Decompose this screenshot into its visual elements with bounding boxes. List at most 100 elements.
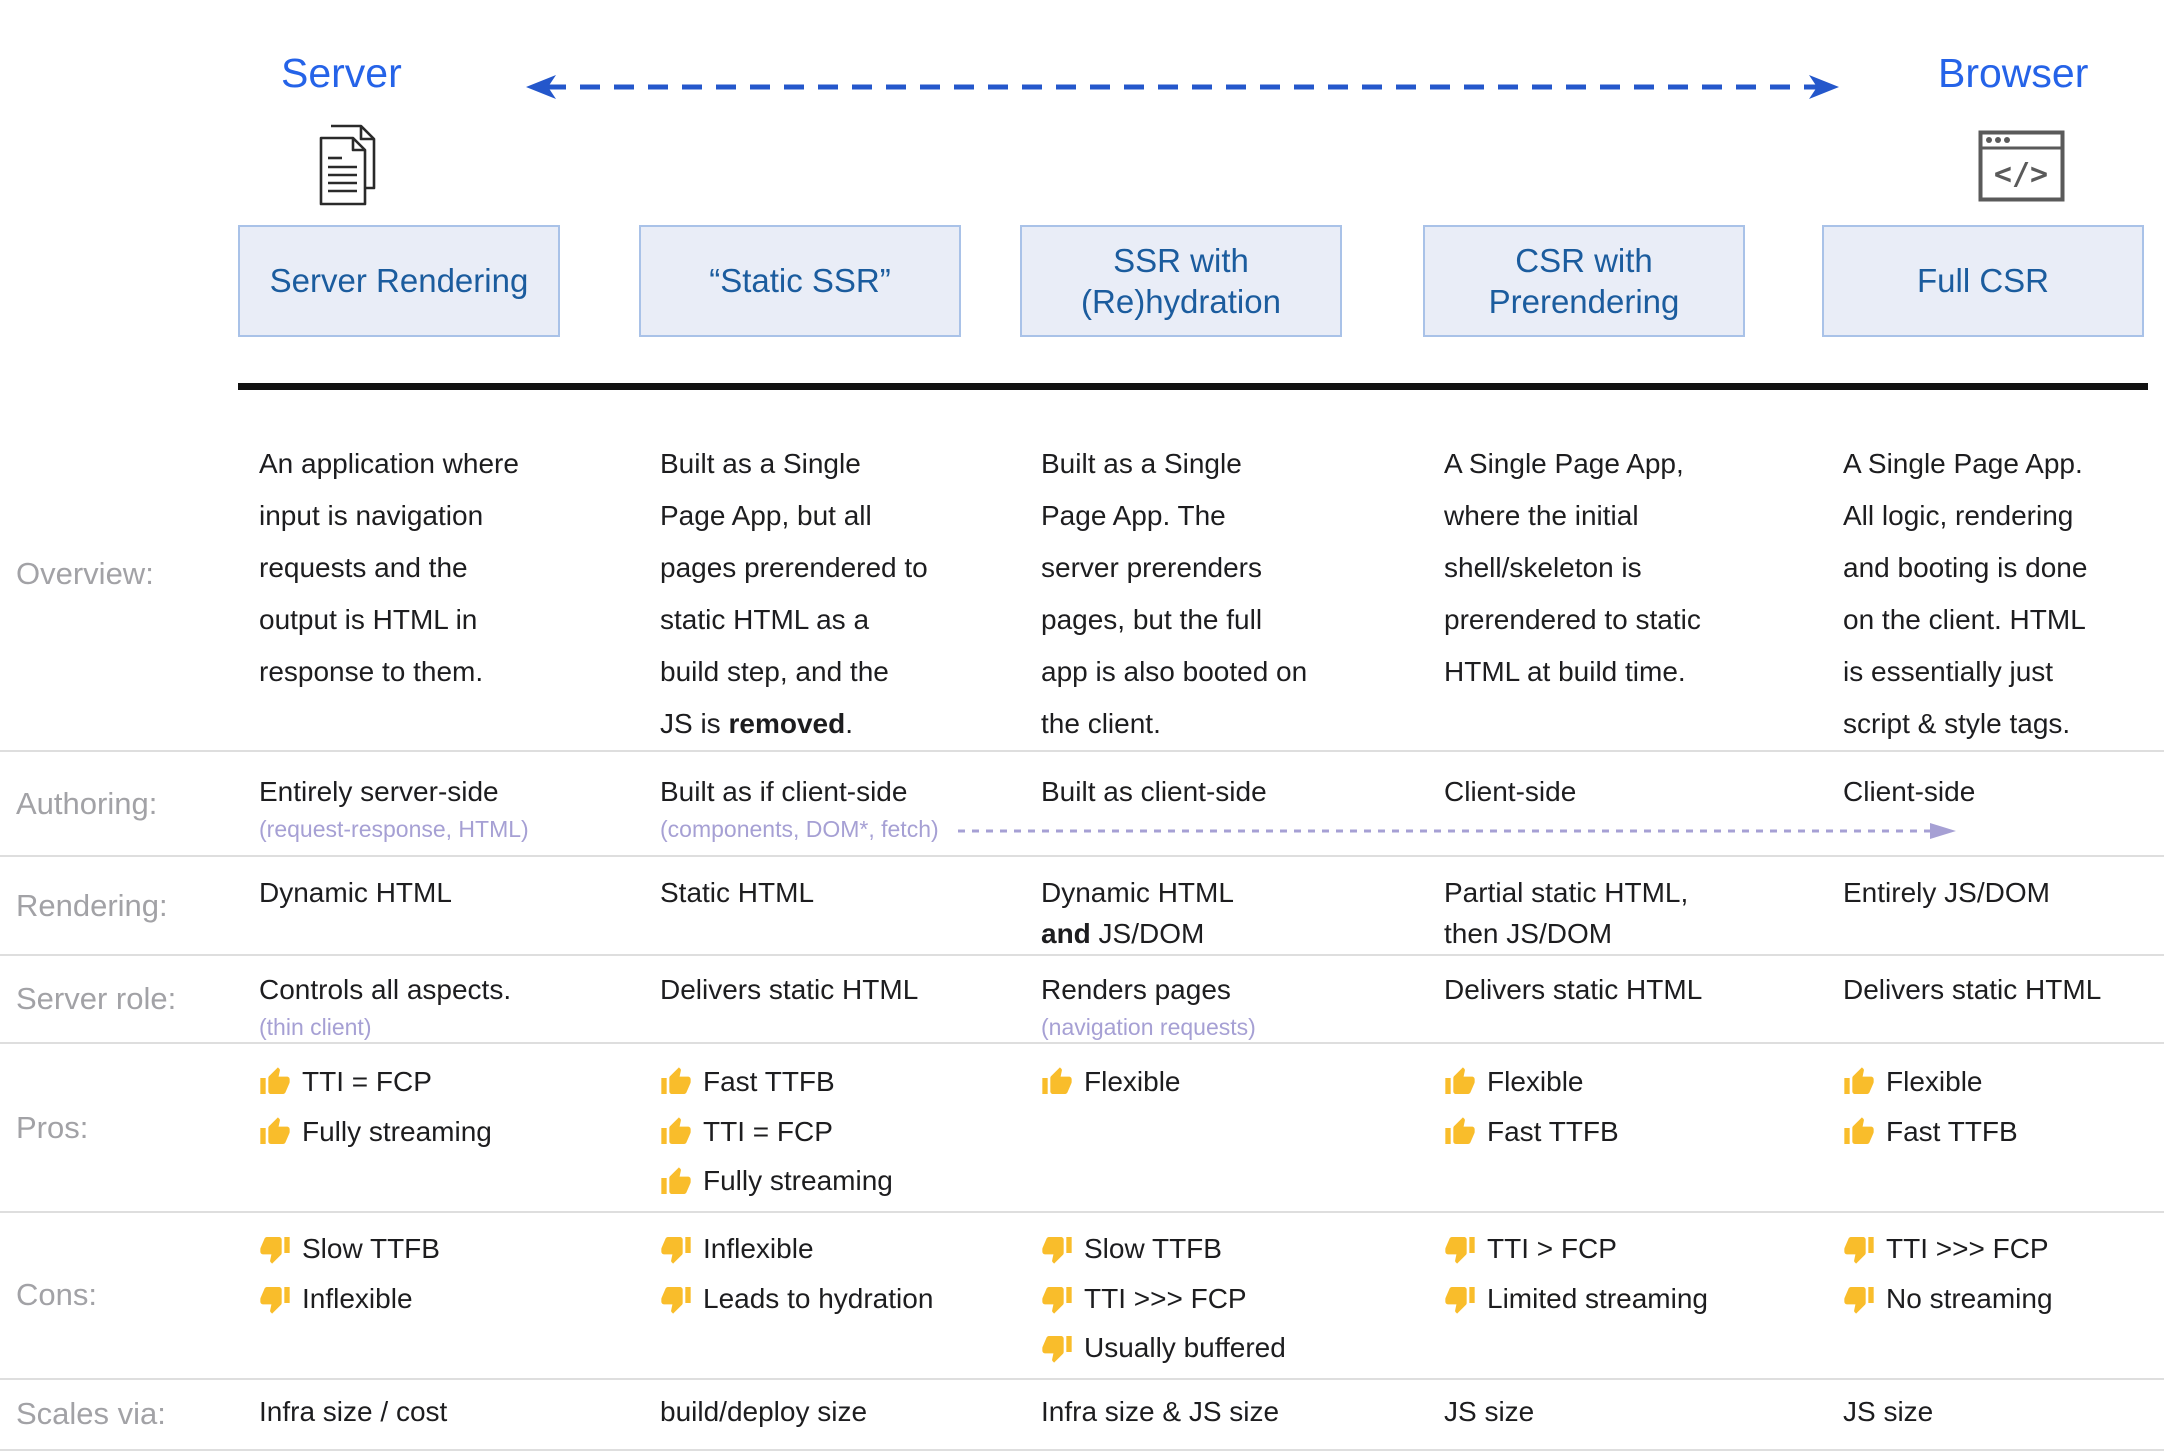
cell-cons-csr-prerendering: TTI > FCP Limited streaming <box>1444 1213 1843 1378</box>
cell-scales-ssr-rehydration: Infra size & JS size <box>1041 1380 1444 1449</box>
thumbs-down-icon <box>1445 1286 1475 1314</box>
header-divider-bar <box>238 383 2148 390</box>
rendering-text: Entirely JS/DOM <box>1843 877 2050 908</box>
server-role-note: (thin client) <box>259 1013 372 1040</box>
cell-scales-full-csr: JS size <box>1843 1380 2164 1449</box>
row-cons: Cons: Slow TTFB Inflexible Inflexible Le… <box>0 1213 2164 1380</box>
row-examples: Examples: Gmail Basic HTML view, Hacker … <box>0 1451 2164 1455</box>
browser-label: Browser <box>1938 50 2089 96</box>
thumbs-down-icon <box>1844 1237 1874 1264</box>
thumbs-down-icon <box>661 1286 691 1314</box>
thumbs-up-icon <box>1042 1067 1072 1095</box>
column-header-label: SSR with (Re)hydration <box>1081 241 1281 320</box>
column-header-label: Server Rendering <box>269 262 529 300</box>
con-text: TTI >>> FCP <box>1886 1232 2049 1264</box>
overview-text-bold: removed <box>728 708 846 739</box>
cell-scales-server-rendering: Infra size / cost <box>259 1380 660 1449</box>
row-authoring: Authoring: Entirely server-side (request… <box>0 752 2164 857</box>
cell-cons-ssr-rehydration: Slow TTFB TTI >>> FCP Usually buffered <box>1041 1213 1444 1378</box>
cell-pros-static-ssr: Fast TTFB TTI = FCP Fully streaming <box>660 1044 1041 1211</box>
cell-pros-ssr-rehydration: Flexible <box>1041 1044 1444 1211</box>
row-scales-via: Scales via: Infra size / cost build/depl… <box>0 1380 2164 1451</box>
documents-icon <box>319 124 376 206</box>
thumbs-up-icon <box>1445 1117 1475 1145</box>
pro-text: TTI = FCP <box>703 1115 833 1147</box>
con-text: Inflexible <box>703 1232 814 1264</box>
scales-text: Infra size & JS size <box>1041 1395 1280 1427</box>
thumbs-down-icon <box>1445 1237 1475 1264</box>
cell-server-role-static-ssr: Delivers static HTML <box>660 956 1041 1042</box>
authoring-text: Built as if client-side <box>660 776 908 807</box>
thumbs-up-icon <box>260 1117 290 1145</box>
pro-text: Fast TTFB <box>1886 1115 2018 1147</box>
overview-text: A Single Page App. All logic, rendering … <box>1843 448 2088 739</box>
row-label-server-role: Server role: <box>16 981 177 1017</box>
pro-item: TTI = FCP <box>259 1062 610 1103</box>
rendering-text-part: Dynamic HTML <box>1041 877 1234 908</box>
thumbs-up-icon <box>661 1167 691 1194</box>
thumbs-down-icon <box>260 1286 290 1314</box>
cell-scales-csr-prerendering: JS size <box>1444 1380 1843 1449</box>
column-header-full-csr: Full CSR <box>1822 225 2144 337</box>
con-item: Inflexible <box>259 1279 610 1320</box>
server-browser-arrow <box>526 75 1839 99</box>
con-text: Usually buffered <box>1084 1332 1286 1364</box>
thumbs-down-icon <box>1844 1286 1874 1314</box>
row-rendering: Rendering: Dynamic HTML Static HTML Dyna… <box>0 857 2164 957</box>
server-role-text: Renders pages <box>1041 974 1231 1006</box>
row-overview: Overview: An application where input is … <box>0 398 2164 752</box>
column-header-label: “Static SSR” <box>709 262 891 300</box>
cell-examples-server-rendering: Gmail Basic HTML view, Hacker News <box>259 1451 660 1455</box>
cell-authoring-csr-prerendering: Client-side <box>1444 752 1843 855</box>
con-text: Slow TTFB <box>1084 1232 1222 1264</box>
cell-overview-full-csr: A Single Page App. All logic, rendering … <box>1843 398 2164 750</box>
con-item: Leads to hydration <box>660 1279 991 1320</box>
cell-rendering-server-rendering: Dynamic HTML <box>259 857 660 954</box>
cell-overview-ssr-rehydration: Built as a Single Page App. The server p… <box>1041 398 1444 750</box>
cell-cons-static-ssr: Inflexible Leads to hydration <box>660 1213 1041 1378</box>
authoring-text: Client-side <box>1843 776 1976 807</box>
column-header-label: Full CSR <box>1916 262 2050 300</box>
scales-text: build/deploy size <box>660 1395 868 1427</box>
thumbs-up-icon <box>1445 1067 1475 1095</box>
thumbs-up-icon <box>1844 1117 1874 1145</box>
authoring-text: Client-side <box>1444 776 1577 807</box>
con-item: Usually buffered <box>1041 1328 1394 1369</box>
cell-scales-static-ssr: build/deploy size <box>660 1380 1041 1449</box>
cell-overview-csr-prerendering: A Single Page App, where the initial she… <box>1444 398 1843 750</box>
con-text: Leads to hydration <box>703 1282 934 1314</box>
row-label-rendering: Rendering: <box>16 887 168 923</box>
cell-authoring-server-rendering: Entirely server-side (request-response, … <box>259 752 660 855</box>
thumbs-up-icon <box>661 1117 691 1145</box>
cell-authoring-static-ssr: Built as if client-side (components, DOM… <box>660 752 1041 855</box>
con-text: TTI > FCP <box>1487 1232 1617 1264</box>
row-label-authoring: Authoring: <box>16 785 158 821</box>
pro-item: Flexible <box>1843 1062 2114 1103</box>
overview-text-part: . <box>845 708 853 739</box>
con-item: Slow TTFB <box>259 1229 610 1270</box>
con-text: Inflexible <box>302 1282 413 1314</box>
pro-item: Flexible <box>1444 1062 1793 1103</box>
pro-item: Flexible <box>1041 1062 1394 1103</box>
row-label-pros: Pros: <box>16 1109 89 1145</box>
overview-text: An application where input is navigation… <box>259 448 519 687</box>
thumbs-up-icon <box>661 1067 691 1095</box>
overview-text-part: Built as a Single Page App, but all page… <box>660 448 928 739</box>
con-item: TTI > FCP <box>1444 1229 1793 1270</box>
authoring-note: (request-response, HTML) <box>259 815 529 842</box>
thumbs-up-icon <box>260 1067 290 1095</box>
cell-rendering-ssr-rehydration: Dynamic HTML and JS/DOM <box>1041 857 1444 954</box>
thumbs-down-icon <box>260 1237 290 1264</box>
server-role-text: Delivers static HTML <box>660 974 919 1006</box>
row-server-role: Server role: Controls all aspects. (thin… <box>0 956 2164 1045</box>
rendering-text-part: JS/DOM <box>1090 917 1205 949</box>
server-role-text: Controls all aspects. <box>259 974 512 1006</box>
row-label-scales-via: Scales via: <box>16 1396 166 1432</box>
cell-overview-static-ssr: Built as a Single Page App, but all page… <box>660 398 1041 750</box>
thumbs-up-icon <box>1844 1067 1874 1095</box>
thumbs-down-icon <box>661 1237 691 1264</box>
pro-text: TTI = FCP <box>302 1066 432 1098</box>
pro-text: Fast TTFB <box>703 1066 835 1098</box>
cell-pros-server-rendering: TTI = FCP Fully streaming <box>259 1044 660 1211</box>
